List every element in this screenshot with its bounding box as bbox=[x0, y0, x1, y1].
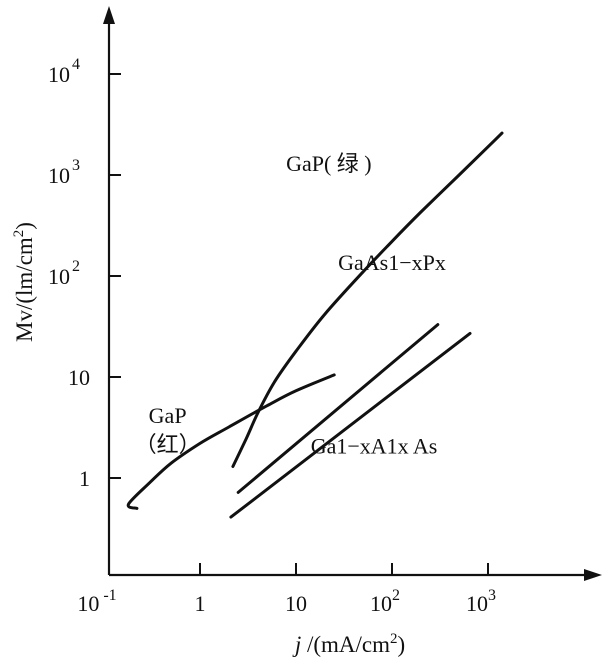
y-tick-label: 1 bbox=[79, 466, 90, 491]
annotation-gap-red: GaP （红） bbox=[135, 403, 201, 457]
x-axis-title-symbol: j bbox=[292, 632, 301, 657]
series-line-ga1-xa1x-as bbox=[229, 331, 472, 519]
axes bbox=[103, 6, 602, 581]
annotation-gap-green: GaP( 绿 ) bbox=[286, 151, 372, 176]
x-axis-title-sup: 2 bbox=[390, 631, 398, 647]
series-line-gaas1-xpx bbox=[236, 323, 440, 494]
series-line-gap bbox=[231, 131, 504, 468]
x-tick-label: 10 bbox=[285, 591, 307, 616]
curves bbox=[126, 131, 504, 519]
series-line-gap bbox=[126, 373, 336, 510]
y-axis-arrow-icon bbox=[103, 6, 115, 24]
x-tick-label: 1 bbox=[195, 591, 206, 616]
y-axis-title-close: ) bbox=[12, 222, 37, 230]
y-tick-label: 10 4 bbox=[48, 56, 80, 87]
annotation-gaasp: GaAs1−xPx bbox=[338, 250, 446, 275]
x-axis-title-unit: /(mA/cm bbox=[301, 632, 390, 657]
y-tick-label: 10 2 bbox=[48, 258, 80, 289]
x-axis-title: j /(mA/cm2) bbox=[292, 631, 405, 657]
y-tick-label: 10 bbox=[68, 365, 90, 390]
x-tick-label: 102 bbox=[370, 587, 400, 616]
annotation-gaalas: Ga1−xA1x As bbox=[311, 433, 438, 458]
y-axis-title-sup: 2 bbox=[11, 230, 27, 238]
x-tick-label: 103 bbox=[466, 587, 496, 616]
x-tick-label: 10 -1 bbox=[77, 587, 116, 616]
x-axis-arrow-icon bbox=[584, 569, 602, 581]
y-axis-title-unit: Mv/(lm/cm bbox=[12, 237, 37, 342]
y-axis-title: Mv/(lm/cm2) bbox=[11, 222, 37, 342]
annotations: GaP( 绿 ) GaP （红） GaAs1−xPx Ga1−xA1x As bbox=[135, 151, 446, 459]
x-axis-title-close: ) bbox=[398, 632, 406, 657]
y-tick-label: 10 3 bbox=[48, 157, 80, 188]
